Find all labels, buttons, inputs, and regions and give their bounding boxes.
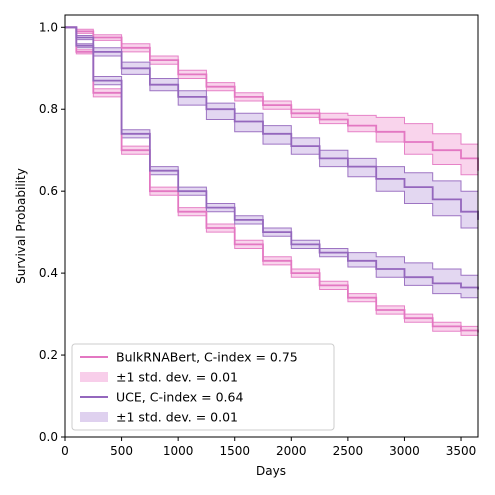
legend-band-swatch: [80, 372, 108, 382]
y-axis-label: Survival Probability: [14, 168, 28, 284]
survival-lines: [65, 26, 479, 333]
legend-label: BulkRNABert, C-index = 0.75: [116, 350, 298, 365]
x-tick-label: 2000: [276, 444, 307, 458]
legend-box: [71, 343, 335, 431]
y-tick-label: 0.8: [39, 102, 58, 116]
series-line-1-0: [65, 26, 479, 220]
y-tick-label: 0.2: [39, 348, 58, 362]
x-tick-label: 2500: [333, 444, 364, 458]
x-tick-label: 1500: [219, 444, 250, 458]
legend: BulkRNABert, C-index = 0.75 ±1 std. dev. …: [71, 343, 335, 431]
band-1-1: [65, 27, 478, 300]
legend-label: ±1 std. dev. = 0.01: [116, 370, 238, 385]
x-tick-label: 1000: [163, 444, 194, 458]
x-axis-label: Days: [256, 464, 286, 478]
legend-band-swatch: [80, 412, 108, 422]
tick-marks: 0 500 1000 1500 2000 2500 3000 3500 0.0 0.2 0.4 0.6…: [39, 20, 476, 458]
series-line-1-1: [65, 26, 479, 290]
y-tick-label: 1.0: [39, 20, 58, 34]
y-tick-label: 0.4: [39, 266, 58, 280]
series-line-0-0: [65, 26, 479, 171]
band-0-0: [65, 27, 478, 188]
legend-label: ±1 std. dev. = 0.01: [116, 410, 238, 425]
axes: [64, 14, 479, 438]
plot-frame: [64, 14, 479, 438]
x-tick-label: 500: [110, 444, 133, 458]
y-tick-label: 0.0: [39, 430, 58, 444]
y-tick-label: 0.6: [39, 184, 58, 198]
x-tick-label: 0: [61, 444, 69, 458]
x-tick-label: 3500: [446, 444, 477, 458]
legend-label: UCE, C-index = 0.64: [116, 390, 243, 405]
x-tick-label: 3000: [389, 444, 420, 458]
